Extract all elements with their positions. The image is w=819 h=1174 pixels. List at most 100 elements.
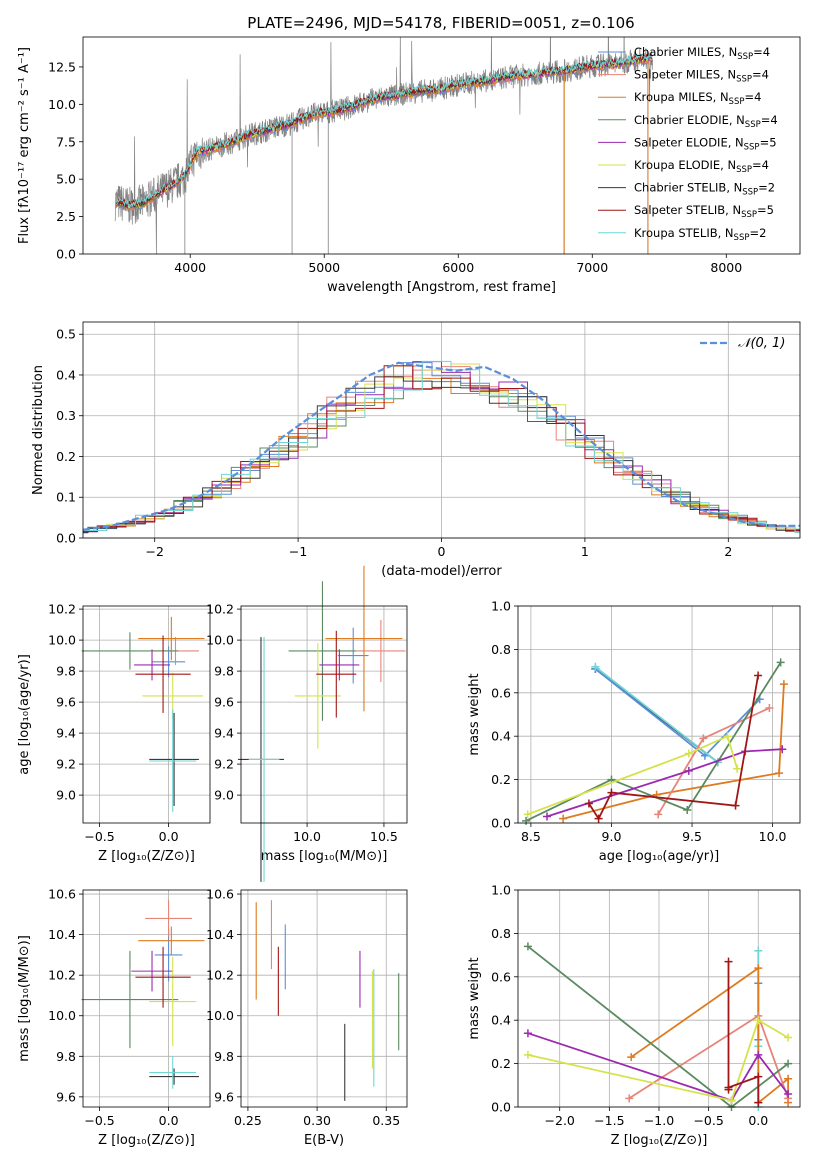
- legend-label: Salpeter STELIB, NSSP=5: [634, 203, 774, 220]
- tick-group: 10.0 10.5 9.0 9.2 9.4 9.6 9.8 10.0 10.2: [206, 602, 398, 844]
- weight-point: [754, 1016, 763, 1025]
- y-tick-label: 7.5: [56, 134, 76, 149]
- weight-point: [733, 764, 742, 773]
- legend-label: Kroupa ELODIE, NSSP=4: [634, 158, 769, 175]
- x-tick-label: 7000: [576, 260, 608, 275]
- weight-point: [699, 734, 708, 743]
- y-tick-label: 9.8: [214, 1049, 234, 1064]
- y-tick-label: 10.0: [206, 633, 234, 648]
- y-tick-label: 9.6: [214, 695, 234, 710]
- x-tick-label: −1: [289, 544, 307, 559]
- x-tick-label: 0.0: [159, 1113, 179, 1128]
- y-tick-label: 9.2: [56, 757, 76, 772]
- weight-point: [684, 766, 693, 775]
- age-vs-mass-panel: 10.0 10.5 9.0 9.2 9.4 9.6 9.8 10.0 10.2 mass [log…: [206, 565, 408, 882]
- x-tick-label: 0.30: [303, 1113, 331, 1128]
- y-axis-label: Normed distribution: [31, 365, 46, 495]
- gaussian-reference-line: [82, 361, 800, 531]
- axes-frame: [517, 889, 801, 1108]
- y-axis-label: Flux [fλ10⁻¹⁷ erg cm⁻² s⁻¹ A⁻¹]: [17, 47, 32, 244]
- legend-name: Kroupa ELODIE, N: [634, 158, 736, 172]
- legend-count: =4: [761, 113, 778, 127]
- x-tick-label: −1.0: [644, 1113, 674, 1128]
- weight-line: [527, 734, 739, 816]
- axes-frame: [82, 889, 211, 1108]
- legend-label: Chabrier STELIB, NSSP=2: [634, 181, 775, 198]
- legend-sub: SSP: [729, 97, 745, 107]
- legend-count: =2: [749, 226, 766, 240]
- y-tick-label: 0.4: [56, 367, 76, 382]
- axes-frame: [82, 36, 801, 255]
- weight-vs-metallicity-panel: −2.0 −1.5 −1.0 −0.5 0.0 0.0 0.2 0.4 0.6 0.8 1.0 Z […: [467, 883, 801, 1148]
- weight-point: [754, 671, 763, 680]
- y-tick-label: 10.2: [48, 968, 76, 983]
- y-tick-label: 0.6: [491, 969, 511, 984]
- y-tick-label: 10.4: [206, 927, 234, 942]
- x-axis-label: Z [log₁₀(Z/Z⊙)]: [98, 1133, 195, 1148]
- weight-point: [625, 1094, 634, 1103]
- tick-group: −0.5 0.0 9.6 9.8 10.0 10.2 10.4 10.6: [48, 887, 178, 1128]
- x-tick-label: −2.0: [545, 1113, 575, 1128]
- axes-frame: [240, 605, 408, 824]
- x-tick-label: −1.5: [594, 1113, 624, 1128]
- x-tick-label: 9.5: [682, 829, 702, 844]
- legend-name: Salpeter ELODIE, N: [634, 135, 744, 149]
- y-tick-label: 9.0: [214, 788, 234, 803]
- weight-point: [683, 805, 692, 814]
- y-tick-label: 5.0: [56, 172, 76, 187]
- legend-count: =4: [744, 90, 761, 104]
- y-tick-label: 9.8: [214, 664, 234, 679]
- legend-sub: SSP: [742, 188, 758, 198]
- y-tick-label: 10.0: [48, 1008, 76, 1023]
- y-tick-label: 0.2: [56, 449, 76, 464]
- residual-histogram: [83, 360, 800, 533]
- tick-group: −2 −1 0 1 2 0.0 0.1 0.2 0.3 0.4 0.5: [56, 327, 732, 559]
- axes-frame: [240, 889, 408, 1108]
- y-tick-label: 10.2: [48, 602, 76, 617]
- x-tick-label: 4000: [174, 260, 206, 275]
- weight-point: [784, 1089, 793, 1098]
- y-tick-label: 1.0: [491, 883, 511, 898]
- weight-point: [522, 816, 531, 825]
- weight-point: [523, 810, 532, 819]
- y-axis-label: mass weight: [467, 673, 482, 755]
- y-axis-label: mass [log₁₀(M/M⊙)]: [17, 935, 32, 1062]
- axes-frame: [82, 321, 801, 539]
- tick-group: −0.5 0.0 9.0 9.2 9.4 9.6 9.8 10.0 10.2: [48, 602, 178, 844]
- y-tick-label: 0.6: [491, 685, 511, 700]
- weight-point: [727, 1096, 736, 1105]
- legend-count: =4: [752, 158, 769, 172]
- weight-point: [607, 788, 616, 797]
- weight-point: [724, 957, 733, 966]
- y-tick-label: 10.0: [48, 97, 76, 112]
- legend-sub: SSP: [745, 120, 761, 130]
- x-tick-label: 6000: [442, 260, 474, 275]
- weight-point: [523, 1050, 532, 1059]
- legend-label: Kroupa STELIB, NSSP=2: [634, 226, 766, 243]
- weight-point: [591, 662, 600, 671]
- age-vs-metallicity-panel: −0.5 0.0 9.0 9.2 9.4 9.6 9.8 10.0 10.2 Z [log₁₀(Z…: [17, 602, 211, 864]
- legend-label: Chabrier ELODIE, NSSP=4: [634, 113, 778, 130]
- x-tick-label: 0.25: [234, 1113, 262, 1128]
- legend-count: =4: [753, 45, 770, 59]
- x-tick-label: 0.35: [372, 1113, 400, 1128]
- weight-point: [775, 769, 784, 778]
- y-tick-label: 10.2: [206, 968, 234, 983]
- axes-frame: [517, 605, 801, 824]
- y-tick-label: 10.2: [206, 602, 234, 617]
- x-tick-label: 0.0: [159, 829, 179, 844]
- x-tick-label: 1: [581, 544, 589, 559]
- weight-point: [723, 732, 732, 741]
- axes-frame: [82, 605, 211, 824]
- weight-point: [654, 810, 663, 819]
- legend-count: =4: [752, 68, 769, 82]
- weight-line: [527, 1018, 789, 1102]
- y-tick-label: 9.6: [56, 695, 76, 710]
- y-tick-label: 0.3: [56, 408, 76, 423]
- legend-count: =2: [758, 181, 775, 195]
- x-tick-label: 8000: [710, 260, 742, 275]
- legend-sub: SSP: [737, 52, 753, 62]
- weight-point: [765, 703, 774, 712]
- x-tick-label: 5000: [308, 260, 340, 275]
